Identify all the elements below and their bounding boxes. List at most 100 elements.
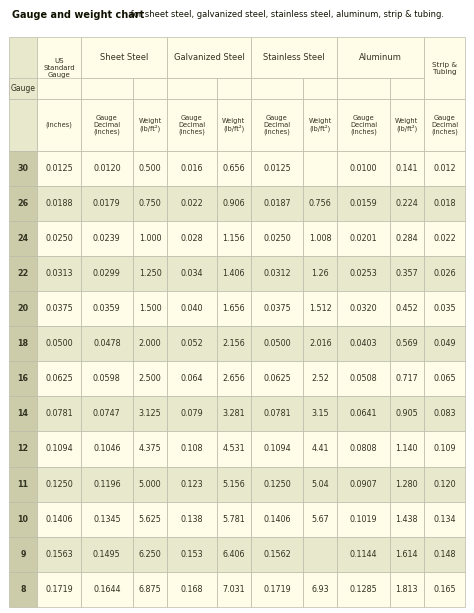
Bar [303, 221, 337, 256]
Bar [251, 466, 303, 501]
Bar [303, 537, 337, 572]
Text: 0.0299: 0.0299 [93, 269, 121, 278]
Text: 1.280: 1.280 [395, 479, 418, 489]
Text: 0.148: 0.148 [434, 550, 456, 558]
Bar [337, 186, 390, 221]
Bar [167, 99, 217, 151]
Bar [390, 397, 424, 432]
Bar [424, 572, 465, 607]
Bar [303, 99, 337, 151]
Bar [424, 221, 465, 256]
Bar [424, 432, 465, 466]
Text: 10: 10 [18, 515, 28, 524]
Bar [424, 361, 465, 397]
Bar [9, 256, 37, 291]
Bar [424, 501, 465, 537]
Text: 5.625: 5.625 [139, 515, 162, 524]
Text: 0.0641: 0.0641 [350, 409, 377, 419]
Text: 1.512: 1.512 [309, 304, 332, 313]
Bar [390, 221, 424, 256]
Bar [81, 501, 133, 537]
Bar [217, 466, 251, 501]
Bar [217, 572, 251, 607]
Text: 0.224: 0.224 [395, 199, 418, 208]
Text: 0.1046: 0.1046 [93, 444, 120, 454]
Bar [251, 78, 303, 99]
Text: 0.083: 0.083 [434, 409, 456, 419]
Bar [337, 466, 390, 501]
Text: 0.1406: 0.1406 [263, 515, 291, 524]
Text: 0.0125: 0.0125 [45, 164, 73, 173]
Text: 0.0500: 0.0500 [263, 339, 291, 348]
Bar [337, 501, 390, 537]
Bar [337, 572, 390, 607]
Bar [37, 186, 81, 221]
Text: 3.15: 3.15 [311, 409, 329, 419]
Bar [303, 151, 337, 186]
Text: 0.0359: 0.0359 [93, 304, 121, 313]
Bar [303, 291, 337, 326]
Text: 0.0747: 0.0747 [93, 409, 121, 419]
Bar [9, 466, 37, 501]
Bar [9, 99, 37, 151]
Text: 0.1250: 0.1250 [263, 479, 291, 489]
Bar [37, 537, 81, 572]
Bar [303, 432, 337, 466]
Text: 0.906: 0.906 [222, 199, 245, 208]
Bar [167, 37, 251, 78]
Bar [133, 99, 167, 151]
Bar [133, 501, 167, 537]
Bar [251, 326, 303, 361]
Text: 0.0320: 0.0320 [350, 304, 377, 313]
Bar [81, 361, 133, 397]
Text: 12: 12 [18, 444, 28, 454]
Text: 0.1563: 0.1563 [45, 550, 73, 558]
Text: 0.0239: 0.0239 [93, 234, 121, 243]
Text: 0.656: 0.656 [222, 164, 245, 173]
Bar [251, 397, 303, 432]
Text: 1.813: 1.813 [396, 585, 418, 594]
Text: 5.000: 5.000 [139, 479, 162, 489]
Text: 0.452: 0.452 [395, 304, 418, 313]
Text: 26: 26 [18, 199, 28, 208]
Text: Weight
(lb/ft²): Weight (lb/ft²) [138, 118, 162, 132]
Text: 0.1094: 0.1094 [263, 444, 291, 454]
Bar [390, 572, 424, 607]
Text: 0.018: 0.018 [434, 199, 456, 208]
Bar [217, 432, 251, 466]
Text: 0.756: 0.756 [309, 199, 332, 208]
Text: 0.0808: 0.0808 [350, 444, 377, 454]
Text: 2.500: 2.500 [139, 375, 162, 383]
Bar [390, 537, 424, 572]
Text: 1.26: 1.26 [311, 269, 329, 278]
Text: 0.357: 0.357 [395, 269, 418, 278]
Text: 0.065: 0.065 [433, 375, 456, 383]
Text: 0.0312: 0.0312 [263, 269, 291, 278]
Text: 0.0625: 0.0625 [263, 375, 291, 383]
Text: 1.656: 1.656 [222, 304, 245, 313]
Bar [133, 151, 167, 186]
Bar [337, 361, 390, 397]
Text: 0.1644: 0.1644 [93, 585, 120, 594]
Bar [390, 501, 424, 537]
Text: Gauge and weight chart: Gauge and weight chart [12, 10, 144, 20]
Text: 0.1094: 0.1094 [45, 444, 73, 454]
Bar [9, 78, 37, 99]
Bar [251, 221, 303, 256]
Bar [337, 326, 390, 361]
Text: 0.040: 0.040 [181, 304, 203, 313]
Text: 0.012: 0.012 [433, 164, 456, 173]
Bar [251, 432, 303, 466]
Bar [424, 326, 465, 361]
Bar [9, 326, 37, 361]
Bar [133, 397, 167, 432]
Bar [81, 78, 133, 99]
Bar [303, 572, 337, 607]
Bar [133, 326, 167, 361]
Text: 0.0187: 0.0187 [263, 199, 291, 208]
Text: 0.1019: 0.1019 [350, 515, 377, 524]
Text: 0.1285: 0.1285 [350, 585, 377, 594]
Text: 0.1719: 0.1719 [263, 585, 291, 594]
Text: 0.0375: 0.0375 [263, 304, 291, 313]
Bar [9, 432, 37, 466]
